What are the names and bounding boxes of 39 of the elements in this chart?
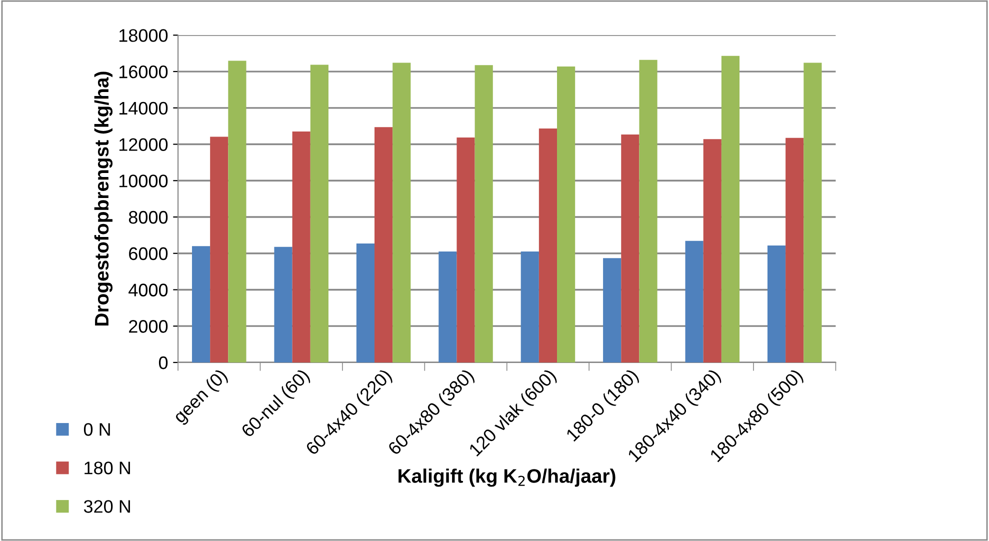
bar — [639, 60, 658, 362]
y-tick-label: 2000 — [129, 320, 168, 333]
y-axis-title: Drogestofopbrengst (kg/ha) — [94, 72, 113, 326]
bar — [310, 64, 328, 362]
bar — [192, 246, 210, 362]
bar — [520, 252, 539, 362]
x-axis-title: Kaligift (kg K$_{2}$O/ha/jaar) — [398, 468, 616, 487]
y-tick-label: 6000 — [129, 247, 168, 260]
bar — [804, 62, 822, 362]
bar — [456, 138, 475, 362]
bar — [767, 246, 786, 362]
bar — [274, 246, 292, 362]
bar — [557, 66, 576, 362]
bar — [228, 60, 246, 362]
legend-label: 0 N — [84, 423, 110, 436]
bar — [786, 138, 804, 362]
bar — [374, 127, 393, 362]
y-tick-label: 18000 — [119, 29, 168, 42]
y-tick-label: 10000 — [119, 174, 168, 188]
y-tick-label: 4000 — [128, 284, 168, 296]
y-tick-label: 16000 — [119, 65, 168, 78]
bar — [721, 56, 740, 362]
bar — [538, 128, 558, 362]
bar — [438, 252, 457, 362]
legend-label: 320 N — [84, 500, 130, 513]
y-tick-label: 14000 — [119, 102, 168, 115]
bar — [621, 134, 640, 362]
bar — [356, 244, 375, 362]
bar — [603, 258, 622, 362]
bar — [292, 132, 310, 362]
bar — [392, 62, 411, 362]
bar — [703, 139, 722, 362]
bar — [474, 65, 493, 362]
bar — [685, 240, 704, 362]
y-tick-label: 8000 — [128, 210, 168, 224]
bar — [210, 136, 228, 362]
y-tick-label: 12000 — [119, 138, 168, 151]
legend-label: 180 N — [84, 462, 130, 474]
y-tick-label: 0 — [158, 356, 168, 370]
